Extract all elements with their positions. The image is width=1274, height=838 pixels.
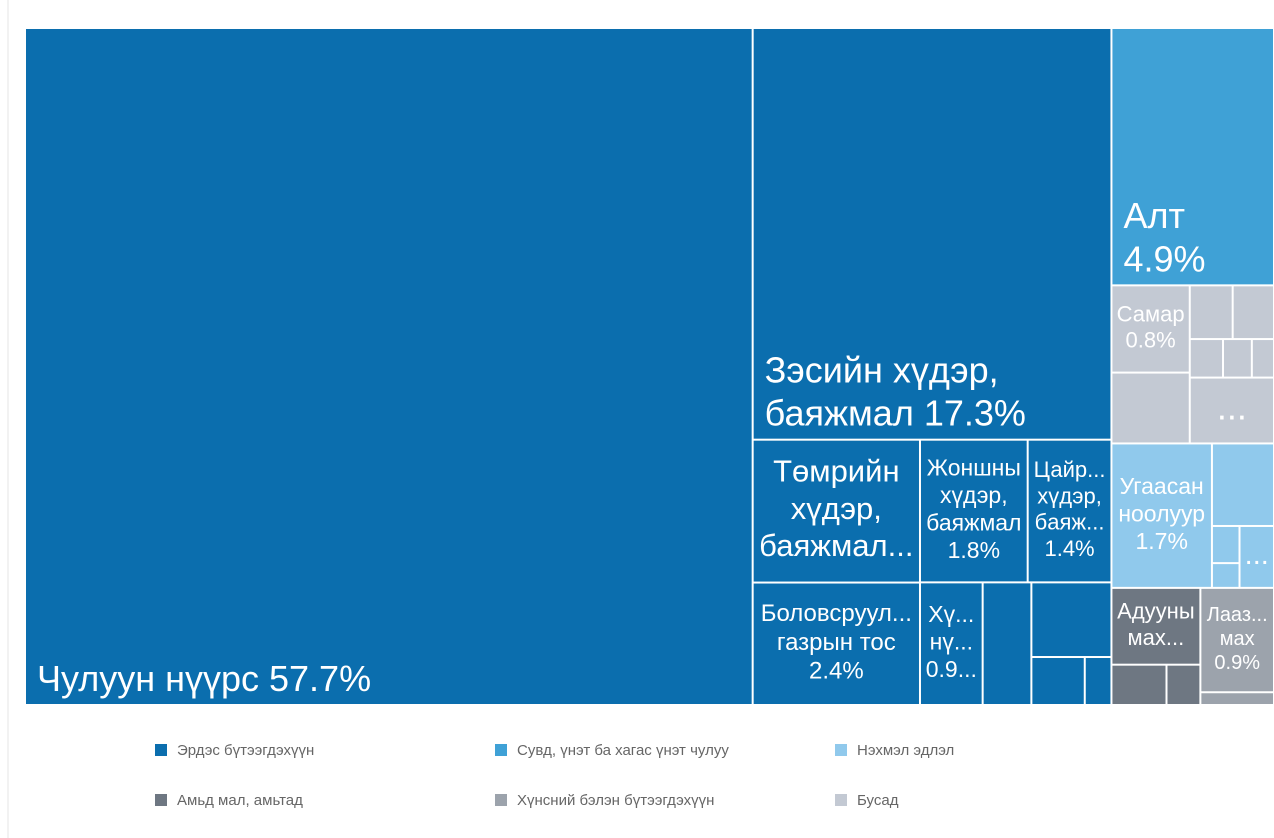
cell-label: Адууны мах... (1117, 599, 1201, 650)
label-line: мах... (1128, 625, 1185, 650)
label-line: Боловсруул... (761, 600, 919, 627)
cell-label: ... (1245, 539, 1269, 571)
cell-label: Лааз... мах (1207, 604, 1274, 650)
legend-label: Хүнсний бэлэн бүтээгдэхүүн (517, 792, 714, 809)
treemap-cell (920, 583, 982, 704)
treemap-cell (983, 583, 1031, 704)
label-line: баяжмал (765, 393, 914, 434)
legend-label: Нэхмэл эдлэл (857, 742, 954, 759)
label-line: Алт (1123, 195, 1185, 236)
treemap-cell (1240, 526, 1273, 587)
label-line: хүдэр, (791, 491, 891, 526)
treemap-cell (1190, 378, 1273, 443)
cell-label: Цайр... хүдэр, бaяж... (1034, 457, 1112, 535)
legend-swatch (835, 794, 847, 806)
treemap-cell (1212, 564, 1239, 587)
cell-value: 1.4% (1044, 536, 1094, 561)
treemap-cell (1201, 588, 1273, 692)
treemap-cell (1167, 665, 1200, 704)
label-line: бaяж... (1035, 510, 1105, 535)
cell-label: Зэсийн хүдэр, баяжмал (765, 349, 1009, 433)
cell-label: Алт (1123, 195, 1185, 236)
cell-value: 57.7% (269, 658, 371, 699)
treemap-cell (1112, 665, 1166, 704)
cell-value: 1.8% (948, 537, 1000, 563)
cell-label: Төмрийн хүдэр, баяжмал... (759, 454, 913, 563)
treemap-cell (753, 29, 1111, 439)
treemap-cell (1190, 286, 1232, 339)
label-line: Төмрийн (773, 454, 908, 489)
legend-swatch (155, 794, 167, 806)
label-line: мах (1220, 628, 1255, 650)
cell-label: Самар (1117, 301, 1185, 326)
cell-label: Угаасан ноолуур (1118, 473, 1210, 527)
legend-label: Амьд мал, амьтад (177, 792, 303, 809)
cell-value: 17.3% (924, 393, 1026, 434)
treemap-cell (1112, 373, 1189, 443)
label-line: Жоншны (927, 454, 1028, 480)
treemap-cell (1085, 658, 1111, 704)
label-line: Цайр... (1034, 457, 1112, 482)
cell-label: Чулуун нүүрс (37, 658, 259, 699)
treemap-cell (1112, 286, 1189, 372)
treemap-cell (753, 440, 919, 582)
label-line: баяжмал (926, 510, 1021, 536)
label-line: баяжмал... (759, 528, 913, 563)
cell-label: Хү... нү... (928, 601, 980, 655)
legend-label: Эрдэс бүтээгдэхүүн (177, 742, 314, 759)
treemap-cell (1233, 286, 1273, 339)
label-line: ... (1217, 387, 1247, 428)
label-line: Самар (1117, 301, 1185, 326)
label-line: газрын тос (777, 629, 896, 656)
cell-value: 0.9% (1214, 652, 1260, 674)
treemap-cell (1112, 588, 1200, 664)
label-line: хүдэр, (1037, 483, 1108, 508)
treemap-cell (1190, 340, 1223, 377)
treemap-cell (1252, 340, 1273, 377)
treemap-cell (1032, 583, 1111, 657)
cell-label: Жоншны хүдэр, баяжмал (926, 454, 1027, 535)
label-line: Чулуун нүүрс (37, 658, 259, 699)
treemap-cell (26, 29, 752, 704)
treemap-cell (1212, 526, 1239, 563)
treemap-cell (753, 583, 919, 704)
cell-value: 0.9... (926, 656, 977, 682)
cell-value: 4.9% (1123, 238, 1205, 279)
cell-value: 1.7% (1135, 528, 1187, 554)
label-line: ноолуур (1118, 500, 1205, 526)
treemap-cell (920, 440, 1027, 582)
label-line: нү... (930, 628, 973, 654)
cell-label: ... (1217, 387, 1247, 428)
treemap-cell (1224, 340, 1251, 377)
label-line: Зэсийн хүдэр, (765, 349, 1009, 390)
treemap-cell (1201, 693, 1273, 704)
legend-swatch (495, 744, 507, 756)
legend-swatch (835, 744, 847, 756)
label-line: Хү... (928, 601, 980, 627)
legend-label: Сувд, үнэт ба хагас үнэт чулуу (517, 742, 729, 759)
legend-label: Бусад (857, 792, 899, 809)
treemap-cell (1112, 29, 1273, 285)
cell-value: 2.4% (809, 658, 864, 685)
label-line: Угаасан (1120, 473, 1210, 499)
cell-value: 0.8% (1126, 328, 1176, 353)
legend-swatch (155, 744, 167, 756)
cell-label: Боловсруул... газрын тос (761, 600, 919, 656)
treemap-cell (1032, 658, 1084, 704)
treemap-cell (1028, 440, 1111, 582)
treemap-cell (1212, 444, 1273, 525)
treemap-cell (1112, 444, 1211, 587)
label-line: ... (1245, 539, 1269, 571)
label-line: Лааз... (1207, 604, 1274, 626)
legend-swatch (495, 794, 507, 806)
label-line: хүдэр, (940, 482, 1014, 508)
label-line: Адууны (1117, 599, 1201, 624)
